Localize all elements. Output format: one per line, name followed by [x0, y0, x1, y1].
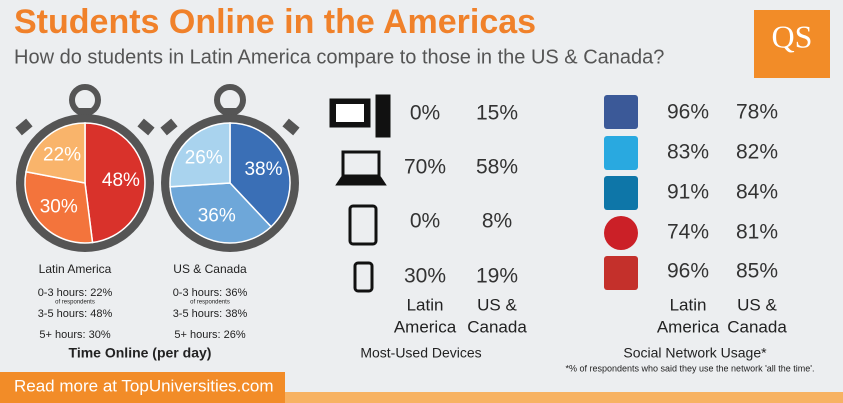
column-header: Latin — [407, 295, 444, 314]
cell-value: 8% — [482, 210, 512, 233]
slice-label: 30% — [40, 197, 78, 218]
pie-slice — [84, 122, 146, 244]
column-header: Latin — [670, 295, 707, 314]
cell-value: 19% — [476, 265, 518, 288]
stopwatch-knob — [69, 84, 101, 116]
legend-item: 0-3 hours: 36% — [173, 287, 248, 299]
pie-slice — [25, 122, 86, 184]
footer-bar — [0, 372, 285, 403]
cell-value: 70% — [404, 156, 446, 179]
cell-value: 0% — [410, 210, 440, 233]
column-header: US & — [477, 295, 517, 314]
cell-value: 30% — [404, 265, 446, 288]
stopwatch-button — [15, 118, 33, 136]
legend-item: 3-5 hours: 38% — [173, 308, 248, 320]
section-title: Most-Used Devices — [360, 345, 481, 361]
cell-value: 78% — [736, 101, 778, 124]
pie-slice — [24, 170, 94, 244]
stopwatch-button — [282, 118, 300, 136]
cell-value: 15% — [476, 102, 518, 125]
pie-name: US & Canada — [173, 262, 247, 276]
pie-name: Latin America — [39, 262, 112, 276]
legend-note: of respondents — [55, 300, 95, 306]
section-title: Time Online (per day) — [69, 345, 212, 361]
column-header: America — [394, 317, 457, 336]
footer-stripe — [285, 392, 843, 403]
cell-value: 96% — [667, 101, 709, 124]
cell-value: 74% — [667, 221, 709, 244]
subtitle: How do students in Latin America compare… — [14, 46, 664, 68]
slice-label: 22% — [43, 144, 81, 165]
legend-note: of respondents — [190, 300, 230, 306]
cell-value: 91% — [667, 181, 709, 204]
cell-value: 82% — [736, 141, 778, 164]
pie-slice — [229, 122, 291, 228]
slice-label: 36% — [198, 205, 236, 226]
pie-slice — [169, 182, 273, 244]
column-header: US & — [737, 295, 777, 314]
cell-value: 0% — [410, 102, 440, 125]
title: Students Online in the Americas — [14, 3, 536, 41]
slice-label: 48% — [102, 170, 140, 191]
social-icons — [604, 95, 638, 290]
cell-value: 84% — [736, 181, 778, 204]
column-header: America — [657, 317, 720, 336]
stopwatch-button — [160, 118, 178, 136]
legend-item: 3-5 hours: 48% — [38, 308, 113, 320]
footer-link[interactable]: Read more at TopUniversities.com — [14, 376, 274, 395]
legend-item: 5+ hours: 26% — [174, 329, 245, 341]
cell-value: 85% — [736, 260, 778, 283]
slice-label: 26% — [185, 147, 223, 168]
column-header: Canada — [467, 317, 527, 336]
legend-item: 0-3 hours: 22% — [38, 287, 113, 299]
device-icons — [329, 94, 391, 293]
logo — [754, 10, 830, 78]
legend-item: 5+ hours: 30% — [39, 329, 110, 341]
logo-text: QS — [772, 18, 813, 54]
section-title: Social Network Usage* — [623, 345, 767, 361]
stopwatch-button — [137, 118, 155, 136]
cell-value: 83% — [667, 141, 709, 164]
footnote: *% of respondents who said they use the … — [565, 363, 814, 373]
cell-value: 96% — [667, 260, 709, 283]
cell-value: 81% — [736, 221, 778, 244]
pie-slice — [169, 122, 231, 188]
cell-value: 58% — [476, 156, 518, 179]
column-header: Canada — [727, 317, 787, 336]
slice-label: 38% — [244, 159, 282, 180]
stopwatch-knob — [214, 84, 246, 116]
